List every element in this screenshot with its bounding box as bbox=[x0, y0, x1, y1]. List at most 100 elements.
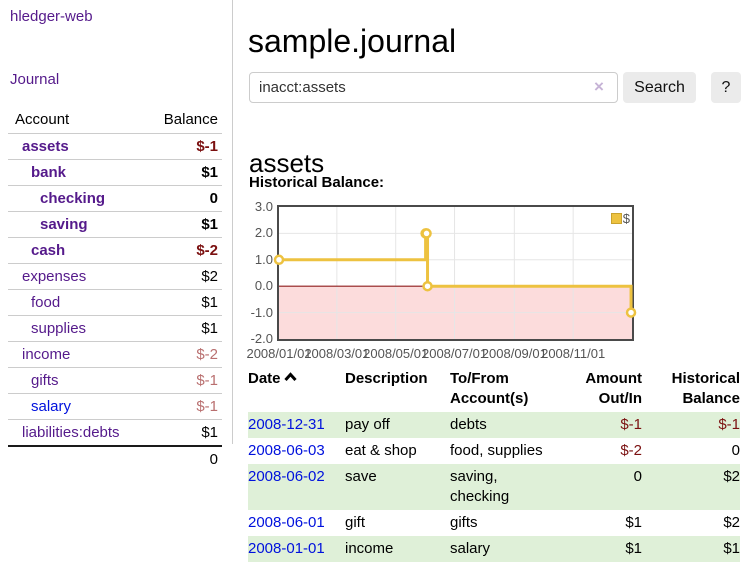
account-balance: $2 bbox=[201, 268, 218, 285]
transaction-row: 2008-12-31 pay off debts $-1 $-1 bbox=[248, 412, 740, 438]
y-axis-label: -2.0 bbox=[250, 331, 273, 346]
transaction-accounts: salary bbox=[450, 540, 491, 557]
transaction-description: gift bbox=[345, 514, 366, 531]
sort-ascending-icon bbox=[283, 372, 297, 382]
y-axis-label: -1.0 bbox=[250, 304, 273, 320]
account-row: assets $-1 bbox=[8, 133, 222, 159]
chart-title: Historical Balance: bbox=[249, 174, 385, 191]
transaction-row: 2008-06-01 gift gifts $1 $2 bbox=[248, 510, 740, 536]
app-title-link[interactable]: hledger-web bbox=[10, 8, 93, 25]
account-balance: 0 bbox=[209, 190, 218, 207]
help-button[interactable]: ? bbox=[711, 72, 741, 103]
transactions-body: 2008-12-31 pay off debts $-1 $-1 2008-06-03 ea… bbox=[248, 412, 740, 562]
x-axis-label: 2008/07/01 bbox=[421, 346, 488, 361]
y-axis-label: 1.0 bbox=[254, 251, 273, 267]
account-row: expenses $2 bbox=[8, 263, 222, 289]
legend-label: $ bbox=[622, 211, 630, 226]
total-balance: 0 bbox=[8, 445, 222, 471]
account-link[interactable]: supplies bbox=[31, 320, 87, 337]
account-link[interactable]: checking bbox=[40, 190, 106, 207]
chart-legend: $ bbox=[610, 211, 630, 226]
account-rows: assets $-1 bank $1 checking 0 saving $1 cash $-2 e… bbox=[8, 133, 222, 445]
x-axis-label: 2008/09/01 bbox=[481, 346, 547, 361]
transaction-amount: $1 bbox=[625, 540, 642, 557]
transaction-accounts: gifts bbox=[450, 514, 478, 531]
account-balance: $-2 bbox=[196, 346, 218, 363]
transaction-description: pay off bbox=[345, 416, 390, 433]
account-link[interactable]: gifts bbox=[31, 372, 59, 389]
clear-search-icon[interactable]: × bbox=[594, 77, 604, 96]
transactions-header-row: Date Description To/From Account(s) Amou… bbox=[248, 366, 740, 412]
account-balance: $-1 bbox=[196, 398, 218, 415]
account-row: checking 0 bbox=[8, 185, 222, 211]
account-row: cash $-2 bbox=[8, 237, 222, 263]
transaction-amount: $-2 bbox=[620, 442, 642, 459]
transaction-date-link[interactable]: 2008-12-31 bbox=[248, 416, 325, 433]
transaction-amount: $1 bbox=[625, 514, 642, 531]
transaction-row: 2008-01-01 income salary $1 $1 bbox=[248, 536, 740, 562]
account-row: income $-2 bbox=[8, 341, 222, 367]
transaction-date-link[interactable]: 2008-06-03 bbox=[248, 442, 325, 459]
page-title: sample.journal bbox=[248, 23, 457, 60]
x-axis-label: 2008/01/01 bbox=[246, 346, 312, 361]
account-balance: $-1 bbox=[196, 372, 218, 389]
transaction-date-link[interactable]: 2008-06-01 bbox=[248, 514, 325, 531]
account-row: bank $1 bbox=[8, 159, 222, 185]
accounts-column-header: To/From Account(s) bbox=[450, 370, 529, 407]
transaction-accounts: debts bbox=[450, 416, 487, 433]
journal-link[interactable]: Journal bbox=[10, 71, 60, 88]
account-link[interactable]: bank bbox=[31, 164, 67, 181]
account-link[interactable]: food bbox=[31, 294, 61, 311]
transactions-table: Date Description To/From Account(s) Amou… bbox=[248, 366, 740, 562]
y-axis-label: 2.0 bbox=[254, 225, 273, 241]
transaction-description: income bbox=[345, 540, 394, 557]
main-content: sample.journal × Search ? assets Histori… bbox=[246, 0, 742, 582]
account-row: gifts $-1 bbox=[8, 367, 222, 393]
account-link[interactable]: assets bbox=[22, 138, 69, 155]
transaction-row: 2008-06-03 eat & shop food, supplies $-2 0 bbox=[248, 438, 740, 464]
x-axis-label: 2008/03/01 bbox=[304, 346, 370, 361]
sidebar: hledger-web Journal Account Balance asse… bbox=[0, 0, 233, 468]
account-link[interactable]: salary bbox=[31, 398, 72, 415]
account-table: Account Balance assets $-1 bank $1 checking 0… bbox=[8, 106, 222, 471]
legend-swatch-icon bbox=[610, 213, 622, 224]
transaction-balance: $2 bbox=[723, 514, 740, 531]
balance-column-header: Historical Balance bbox=[671, 370, 740, 407]
transaction-description: save bbox=[345, 468, 377, 485]
transaction-balance: 0 bbox=[731, 442, 740, 459]
amount-column-header: Amount Out/In bbox=[585, 370, 642, 407]
transaction-amount: $-1 bbox=[620, 416, 642, 433]
account-balance: $-1 bbox=[196, 138, 218, 155]
transaction-balance: $2 bbox=[723, 468, 740, 485]
x-axis-label: 2008/05/01 bbox=[363, 346, 429, 361]
search-button[interactable]: Search bbox=[623, 72, 696, 103]
account-link[interactable]: income bbox=[22, 346, 71, 363]
account-link[interactable]: saving bbox=[40, 216, 88, 233]
transaction-date-link[interactable]: 2008-06-02 bbox=[248, 468, 325, 485]
transaction-date-link[interactable]: 2008-01-01 bbox=[248, 540, 325, 557]
account-row: supplies $1 bbox=[8, 315, 222, 341]
account-link[interactable]: cash bbox=[31, 242, 66, 259]
y-axis-label: 0.0 bbox=[254, 278, 273, 294]
account-balance: $1 bbox=[201, 294, 218, 311]
transaction-amount: 0 bbox=[633, 468, 642, 485]
transaction-row: 2008-06-02 save saving, checking 0 $2 bbox=[248, 464, 740, 510]
account-table-header: Account Balance bbox=[8, 106, 222, 133]
account-link[interactable]: liabilities:debts bbox=[22, 424, 120, 441]
search-input[interactable] bbox=[249, 72, 618, 103]
y-axis-label: 3.0 bbox=[254, 199, 273, 214]
account-balance: $1 bbox=[201, 164, 218, 181]
account-balance: $1 bbox=[201, 320, 218, 337]
account-heading: assets bbox=[249, 147, 325, 178]
account-column-header: Account bbox=[15, 111, 70, 128]
transaction-accounts: food, supplies bbox=[450, 442, 543, 459]
account-link[interactable]: expenses bbox=[22, 268, 87, 285]
description-column-header: Description bbox=[345, 370, 428, 387]
account-balance: $1 bbox=[201, 216, 218, 233]
balance-column-header: Balance bbox=[163, 111, 218, 128]
chart-plot: $ bbox=[273, 205, 637, 341]
transaction-balance: $-1 bbox=[718, 416, 740, 433]
account-balance: $-2 bbox=[196, 242, 218, 259]
balance-chart: $ 3.0 2.0 1.0 0.0 -1.0 -2.0 2008/01/01 2008/03/… bbox=[242, 199, 742, 365]
date-column-header[interactable]: Date bbox=[248, 366, 345, 412]
